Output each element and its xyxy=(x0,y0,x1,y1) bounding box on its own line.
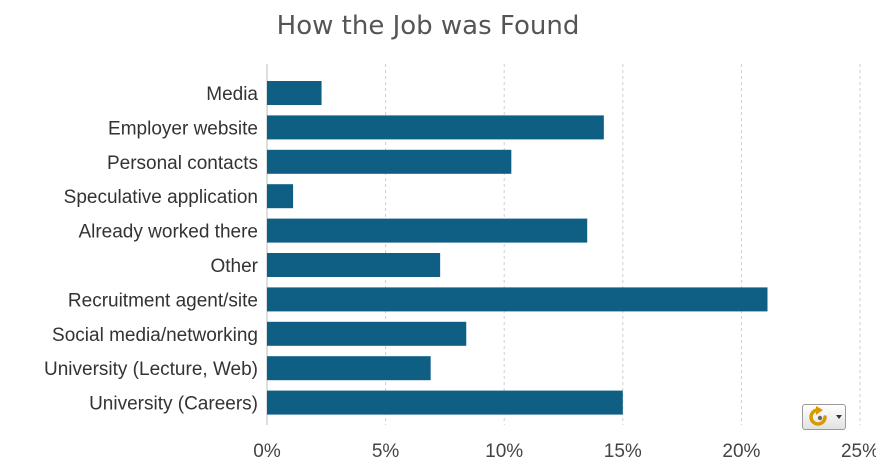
category-label: Employer website xyxy=(108,118,258,139)
refresh-icon xyxy=(809,406,842,426)
category-label: Other xyxy=(210,256,258,277)
x-tick-label: 5% xyxy=(372,441,400,462)
category-label: Social media/networking xyxy=(52,325,258,346)
bar[interactable] xyxy=(267,321,467,346)
x-tick-label: 15% xyxy=(604,441,642,462)
bar[interactable] xyxy=(267,287,768,312)
x-tick-labels: 0% 5% 10% 15% 20% 25% xyxy=(253,441,876,462)
x-tick-label: 0% xyxy=(253,441,281,462)
category-label: Personal contacts xyxy=(107,153,258,174)
bar[interactable] xyxy=(267,115,604,140)
category-label: University (Careers) xyxy=(89,394,258,415)
x-tick-label: 20% xyxy=(722,441,760,462)
x-tick-label: 10% xyxy=(485,441,523,462)
category-label: Speculative application xyxy=(64,187,258,208)
chart-title: How the Job was Found xyxy=(277,11,580,41)
bar[interactable] xyxy=(267,253,441,277)
bar[interactable] xyxy=(267,149,512,174)
category-label: University (Lecture, Web) xyxy=(44,359,258,380)
category-labels: Media Employer website Personal contacts Sp… xyxy=(44,84,259,415)
refresh-button[interactable] xyxy=(802,404,846,430)
category-label: Recruitment agent/site xyxy=(68,290,258,311)
bar[interactable] xyxy=(267,184,294,209)
bar[interactable] xyxy=(267,81,322,105)
bars xyxy=(267,81,768,415)
bar[interactable] xyxy=(267,356,431,381)
bar[interactable] xyxy=(267,218,588,243)
category-label: Already worked there xyxy=(78,222,258,243)
x-tick-label: 25% xyxy=(841,441,876,462)
bar[interactable] xyxy=(267,390,623,415)
category-label: Media xyxy=(206,84,258,105)
